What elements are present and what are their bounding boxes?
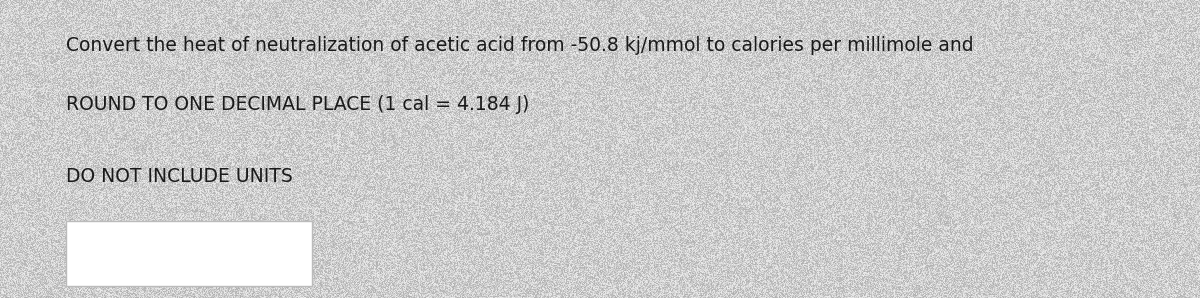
- FancyBboxPatch shape: [66, 221, 312, 286]
- Text: DO NOT INCLUDE UNITS: DO NOT INCLUDE UNITS: [66, 167, 293, 186]
- Text: Convert the heat of neutralization of acetic acid from -50.8 kj/mmol to calories: Convert the heat of neutralization of ac…: [66, 36, 973, 55]
- Text: ROUND TO ONE DECIMAL PLACE (1 cal = 4.184 J): ROUND TO ONE DECIMAL PLACE (1 cal = 4.18…: [66, 95, 529, 114]
